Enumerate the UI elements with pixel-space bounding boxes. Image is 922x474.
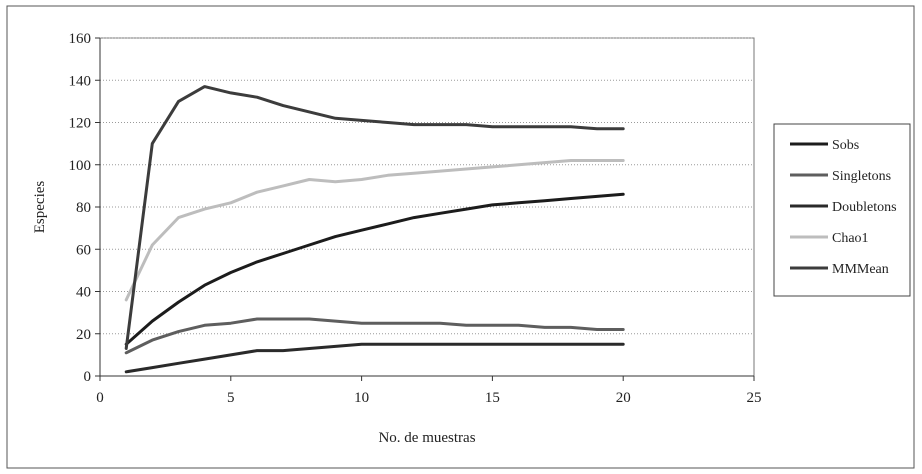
y-tick-label: 80	[76, 200, 91, 216]
legend-label-singletons: Singletons	[832, 169, 891, 184]
x-tick-label: 5	[227, 390, 235, 406]
x-tick-label: 20	[616, 390, 631, 406]
x-tick-label: 25	[747, 390, 762, 406]
y-tick-label: 60	[76, 242, 91, 258]
legend-label-chao1: Chao1	[832, 231, 869, 246]
legend-label-doubletons: Doubletons	[832, 200, 897, 215]
y-tick-label: 40	[76, 285, 91, 301]
x-tick-label: 0	[96, 390, 104, 406]
series-line-singletons	[124, 317, 625, 355]
y-tick-label: 100	[69, 158, 92, 174]
legend-box	[773, 123, 911, 297]
y-tick-label: 140	[69, 73, 92, 89]
series-line-doubletons	[124, 342, 625, 374]
legend-label-sobs: Sobs	[832, 138, 859, 153]
series-lines	[124, 85, 625, 374]
y-tick-label: 160	[69, 31, 92, 47]
y-axis-title: Especies	[32, 181, 48, 234]
y-tick-label: 20	[76, 327, 91, 343]
legend: Sobs Singletons Doubletons Chao1 MMMean	[790, 138, 897, 277]
x-axis-title: No. de muestras	[378, 430, 475, 446]
legend-label-mmmean: MMMean	[832, 262, 889, 277]
y-tick-label: 120	[69, 116, 92, 132]
axes: 0 20 40 60 80 100 120 140 160 0 5 10 15 20 25	[69, 31, 762, 406]
series-line-chao1	[124, 159, 625, 302]
gridlines	[100, 37, 754, 335]
x-tick-label: 15	[485, 390, 500, 406]
x-tick-label: 10	[354, 390, 369, 406]
y-tick-label: 0	[84, 369, 92, 385]
series-line-sobs	[124, 192, 625, 346]
series-line-mmmean	[124, 85, 625, 350]
